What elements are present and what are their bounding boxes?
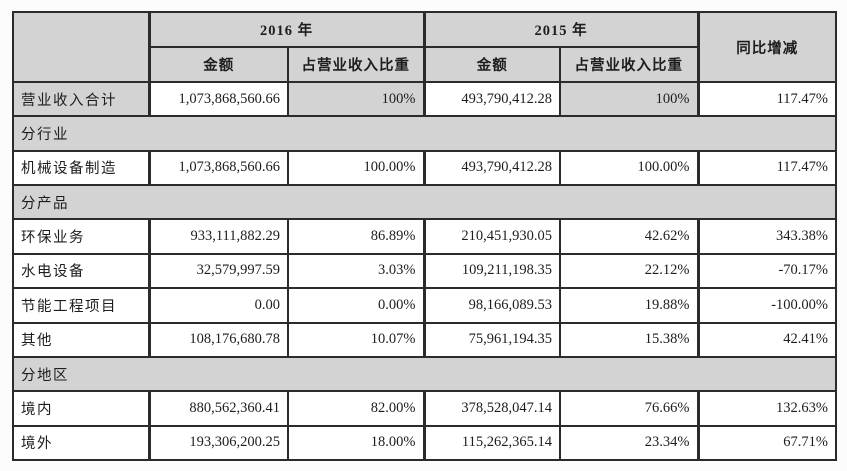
header-share-2015: 占营业收入比重 (559, 46, 699, 83)
row-domestic: 境内 880,562,360.41 82.00% 378,528,047.14 … (12, 390, 837, 427)
cell-share-2016: 86.89% (287, 218, 425, 255)
header-share-2016: 占营业收入比重 (287, 46, 425, 83)
cell-share-2015: 19.88% (559, 287, 699, 324)
cell-yoy: -70.17% (696, 252, 837, 290)
cell-share-2016: 82.00% (287, 390, 425, 427)
cell-amount-2016: 933,111,882.29 (147, 218, 289, 255)
cell-amount-2016: 1,073,868,560.66 (147, 80, 289, 118)
cell-share-2016: 100% (287, 80, 425, 118)
cell-label: 营业收入合计 (12, 80, 150, 118)
revenue-breakdown-table: 2016 年 2015 年 同比增减 金额 占营业收入比重 金额 占营业收入比重… (12, 11, 837, 462)
cell-share-2016: 3.03% (287, 252, 425, 290)
header-year-2015: 2015 年 (422, 11, 699, 48)
cell-share-2015: 15.38% (559, 321, 699, 358)
cell-label: 其他 (12, 321, 150, 358)
cell-amount-2016: 193,306,200.25 (147, 424, 289, 462)
cell-amount-2016: 32,579,997.59 (147, 252, 289, 290)
cell-yoy: 132.63% (696, 390, 837, 427)
cell-yoy: 343.38% (696, 218, 837, 255)
row-energy-saving-project: 节能工程项目 0.00 0.00% 98,166,089.53 19.88% -… (12, 287, 837, 324)
section-by-industry: 分行业 (12, 115, 837, 152)
cell-share-2016: 100.00% (287, 149, 425, 187)
cell-label: 机械设备制造 (12, 149, 150, 187)
header-row-years: 2016 年 2015 年 同比增减 (12, 11, 837, 83)
row-other: 其他 108,176,680.78 10.07% 75,961,194.35 1… (12, 321, 837, 358)
section-label: 分地区 (12, 355, 837, 393)
cell-share-2015: 100.00% (559, 149, 699, 187)
row-machinery-manufacturing: 机械设备制造 1,073,868,560.66 100.00% 493,790,… (12, 149, 837, 187)
section-by-product: 分产品 (12, 184, 837, 221)
header-amount-2016: 金额 (147, 46, 289, 83)
section-label: 分产品 (12, 184, 837, 221)
cell-share-2015: 22.12% (559, 252, 699, 290)
cell-amount-2016: 1,073,868,560.66 (147, 149, 289, 187)
cell-share-2015: 100% (559, 80, 699, 118)
row-total-revenue: 营业收入合计 1,073,868,560.66 100% 493,790,412… (12, 80, 837, 118)
cell-amount-2015: 98,166,089.53 (422, 287, 561, 324)
section-by-region: 分地区 (12, 355, 837, 393)
cell-share-2015: 23.34% (559, 424, 699, 462)
cell-share-2015: 42.62% (559, 218, 699, 255)
header-year-2016: 2016 年 (147, 11, 425, 48)
cell-yoy: 117.47% (696, 149, 837, 187)
header-yoy-change: 同比增减 (696, 11, 837, 83)
cell-amount-2015: 493,790,412.28 (422, 149, 561, 187)
cell-label: 境内 (12, 390, 150, 427)
cell-label: 节能工程项目 (12, 287, 150, 324)
header-corner-cell (12, 11, 150, 83)
cell-amount-2015: 109,211,198.35 (422, 252, 561, 290)
row-overseas: 境外 193,306,200.25 18.00% 115,262,365.14 … (12, 424, 837, 462)
cell-label: 环保业务 (12, 218, 150, 255)
cell-yoy: 42.41% (696, 321, 837, 358)
cell-share-2016: 18.00% (287, 424, 425, 462)
cell-yoy: 117.47% (696, 80, 837, 118)
row-environmental-business: 环保业务 933,111,882.29 86.89% 210,451,930.0… (12, 218, 837, 255)
cell-amount-2015: 378,528,047.14 (422, 390, 561, 427)
cell-amount-2015: 75,961,194.35 (422, 321, 561, 358)
header-amount-2015: 金额 (422, 46, 561, 83)
cell-amount-2015: 115,262,365.14 (422, 424, 561, 462)
cell-share-2016: 10.07% (287, 321, 425, 358)
cell-label: 境外 (12, 424, 150, 462)
row-hydropower-equipment: 水电设备 32,579,997.59 3.03% 109,211,198.35 … (12, 252, 837, 290)
cell-amount-2016: 880,562,360.41 (147, 390, 289, 427)
header-row-metrics: 金额 占营业收入比重 金额 占营业收入比重 (13, 46, 836, 83)
cell-yoy: -100.00% (696, 287, 837, 324)
cell-label: 水电设备 (12, 252, 150, 290)
cell-amount-2016: 0.00 (147, 287, 289, 324)
cell-amount-2015: 493,790,412.28 (422, 80, 561, 118)
cell-share-2015: 76.66% (559, 390, 699, 427)
section-label: 分行业 (12, 115, 837, 152)
cell-amount-2015: 210,451,930.05 (422, 218, 561, 255)
cell-share-2016: 0.00% (287, 287, 425, 324)
cell-amount-2016: 108,176,680.78 (147, 321, 289, 358)
cell-yoy: 67.71% (696, 424, 837, 462)
